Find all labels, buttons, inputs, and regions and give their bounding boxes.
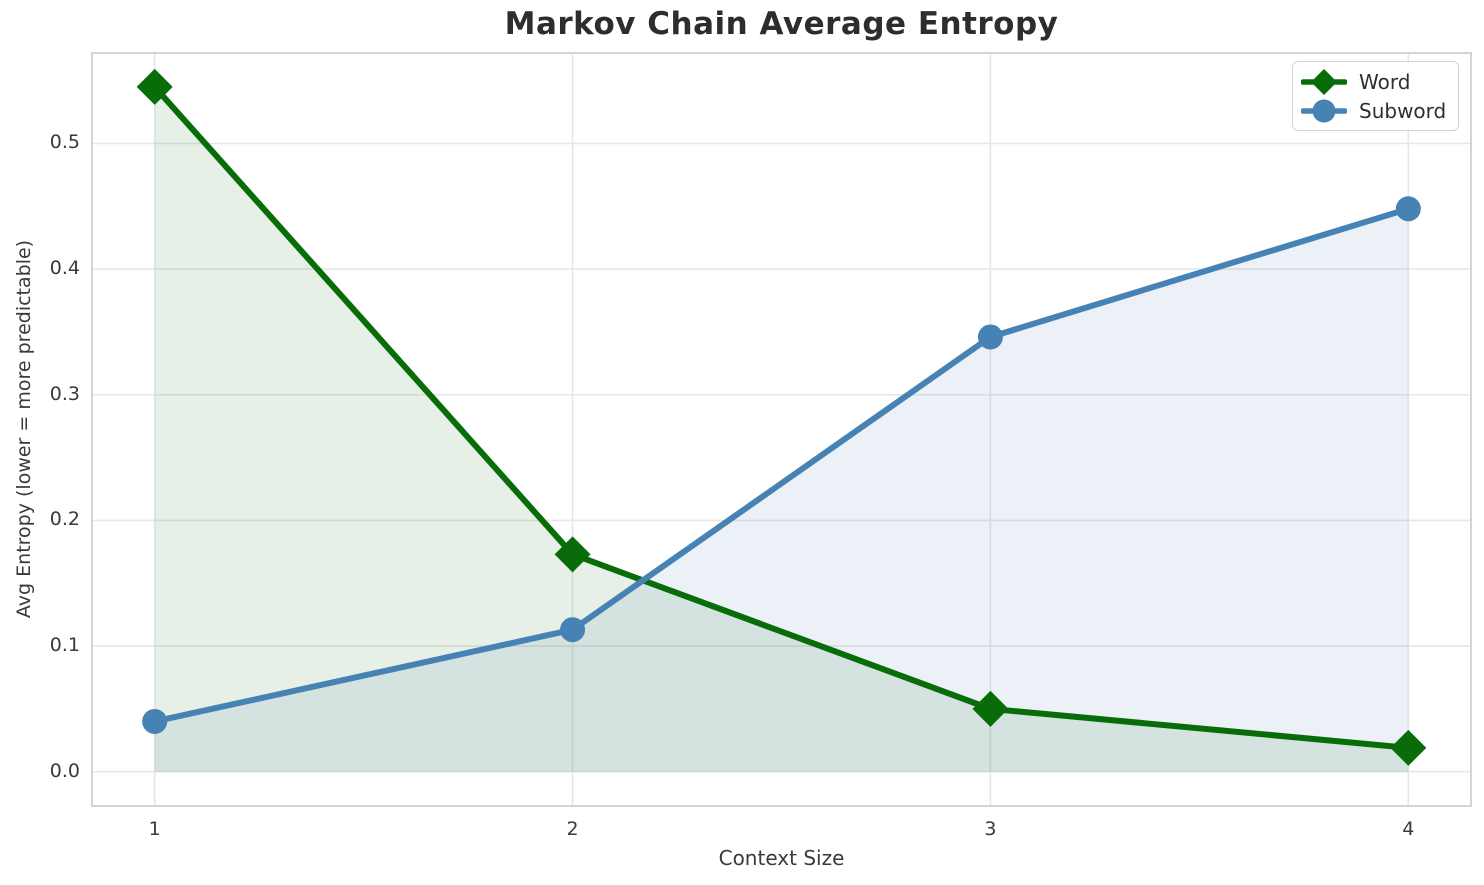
- y-axis-label-text: Avg Entropy (lower = more predictable): [13, 239, 35, 619]
- legend-item-word: Word: [1301, 67, 1448, 96]
- area-fill-subword: [154, 208, 1409, 772]
- marker-diamond-word: [136, 68, 173, 105]
- marker-circle-subword: [560, 617, 586, 643]
- word-diamond-marker-icon: [1301, 68, 1347, 95]
- legend-label-subword: Subword: [1359, 98, 1447, 123]
- subword-circle-marker-icon: [1301, 99, 1347, 122]
- legend-item-subword: Subword: [1301, 96, 1448, 125]
- legend-label-word: Word: [1359, 69, 1411, 94]
- area-fill-word: [154, 86, 1409, 772]
- line-word: [151, 83, 1412, 751]
- marker-diamond-word: [972, 690, 1009, 727]
- marker-diamond-word: [1390, 729, 1427, 766]
- chart-title: Markov Chain Average Entropy: [504, 6, 1059, 42]
- marker-diamond-word: [554, 536, 591, 573]
- plot-border: [91, 52, 1472, 807]
- line-subword: [151, 205, 1412, 725]
- marker-circle-subword: [142, 708, 168, 734]
- marker-circle-subword: [977, 324, 1003, 350]
- legend: Word Subword: [1292, 61, 1459, 131]
- marker-circle-subword: [1395, 196, 1421, 222]
- x-axis-label: Context Size: [718, 846, 845, 870]
